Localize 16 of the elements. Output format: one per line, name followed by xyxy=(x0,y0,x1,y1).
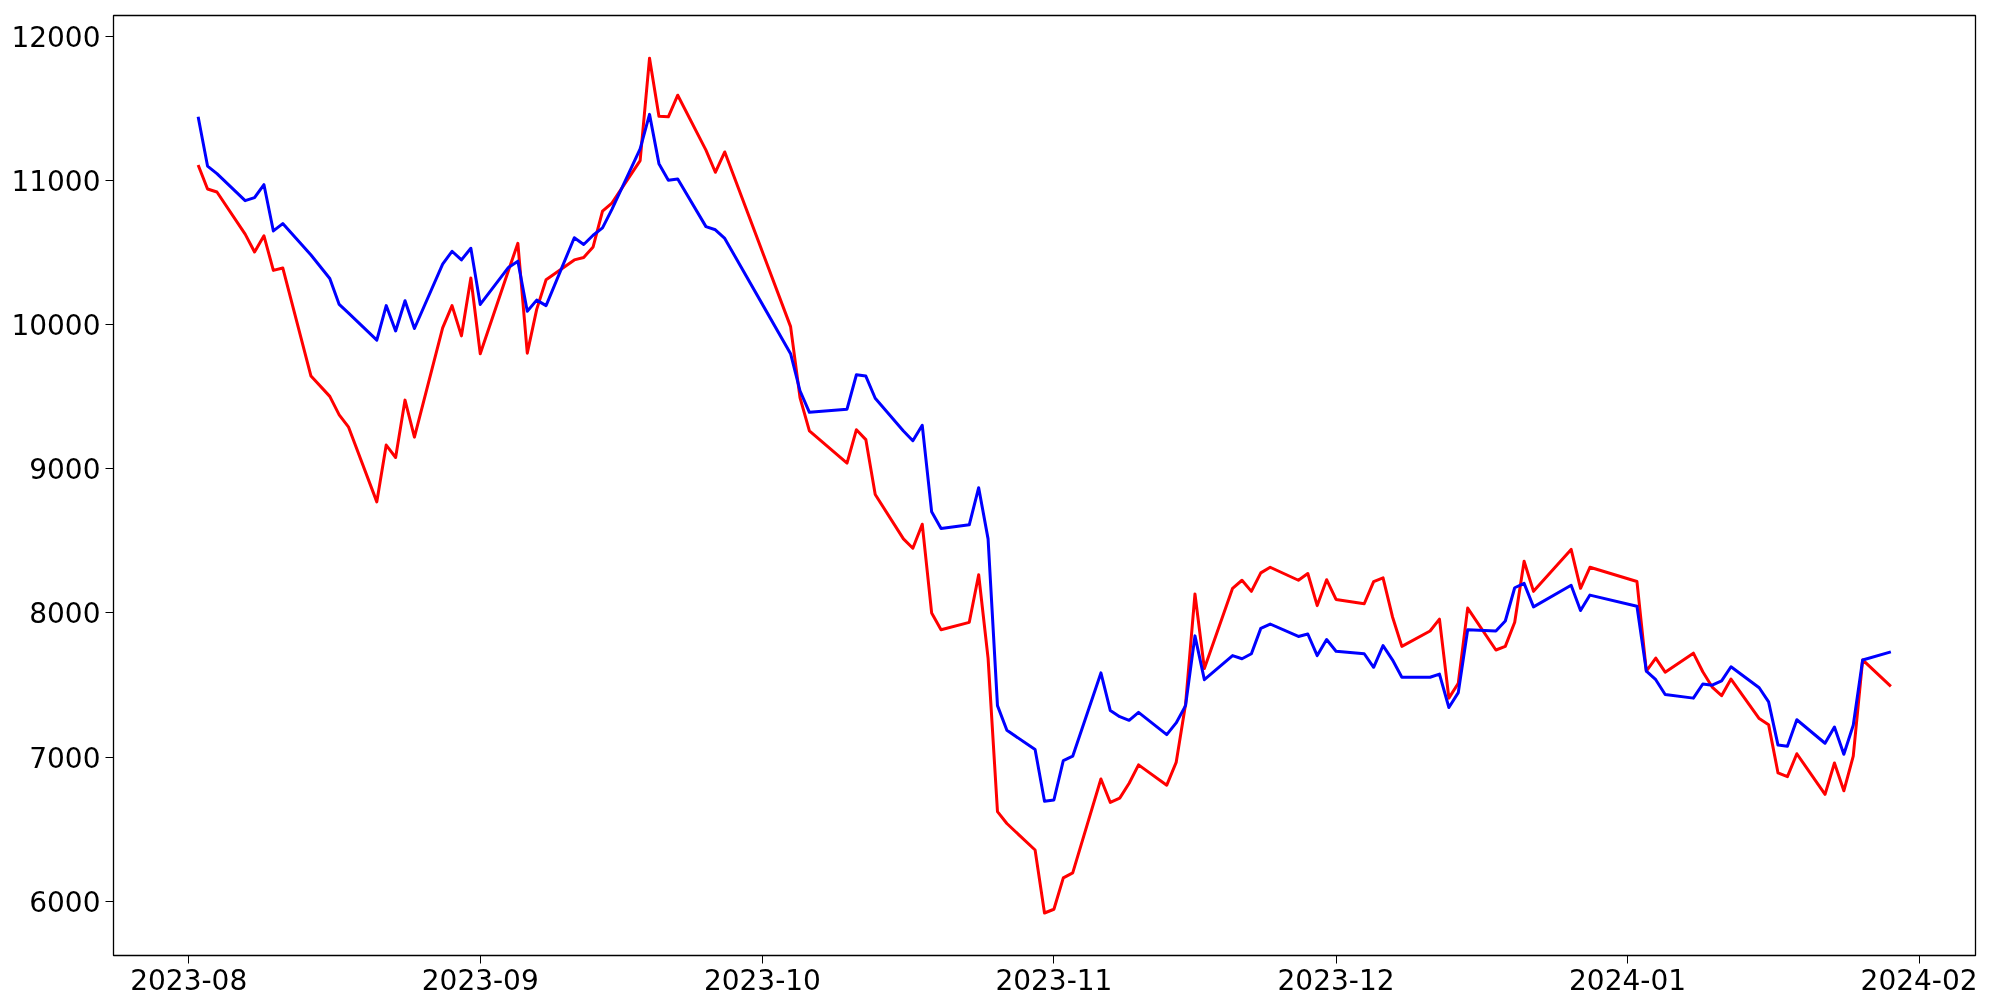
y-tick-label: 11000 xyxy=(11,165,101,199)
x-tick-label: 2023-10 xyxy=(703,963,821,997)
x-tick-label: 2024-01 xyxy=(1569,963,1687,997)
y-tick-label: 12000 xyxy=(11,21,101,55)
x-tick-label: 2023-11 xyxy=(995,963,1113,997)
x-tick-label: 2023-08 xyxy=(130,963,248,997)
line-series xyxy=(196,112,1893,803)
y-tick-label: 7000 xyxy=(29,741,101,775)
line-series xyxy=(196,56,1893,915)
y-tick-label: 8000 xyxy=(29,597,101,631)
y-tick-label: 10000 xyxy=(11,309,101,343)
y-tick-label: 9000 xyxy=(29,453,101,487)
x-tick-label: 2023-09 xyxy=(421,963,539,997)
y-tick-label: 6000 xyxy=(29,885,101,919)
x-tick-label: 2024-02 xyxy=(1860,963,1978,997)
x-tick-label: 2023-12 xyxy=(1277,963,1395,997)
